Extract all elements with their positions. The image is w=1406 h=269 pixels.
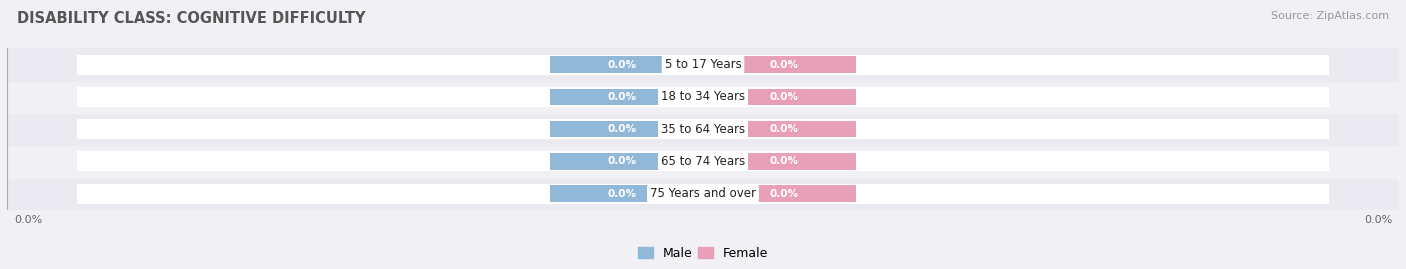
Text: 5 to 17 Years: 5 to 17 Years <box>665 58 741 71</box>
Bar <box>703 153 856 170</box>
Bar <box>76 87 1330 107</box>
Text: 0.0%: 0.0% <box>769 92 799 102</box>
Bar <box>76 55 1330 75</box>
Bar <box>703 56 856 73</box>
Bar <box>550 56 703 73</box>
Text: 0.0%: 0.0% <box>14 215 42 225</box>
Text: 18 to 34 Years: 18 to 34 Years <box>661 90 745 103</box>
Bar <box>550 185 703 202</box>
Text: Source: ZipAtlas.com: Source: ZipAtlas.com <box>1271 11 1389 21</box>
Text: 0.0%: 0.0% <box>769 124 799 134</box>
Bar <box>7 113 1399 145</box>
Text: 75 Years and over: 75 Years and over <box>650 187 756 200</box>
Bar <box>550 121 703 137</box>
Text: 35 to 64 Years: 35 to 64 Years <box>661 123 745 136</box>
Bar <box>76 151 1330 171</box>
Text: 0.0%: 0.0% <box>607 59 637 70</box>
Bar <box>7 81 1399 113</box>
Bar <box>76 184 1330 204</box>
Text: 0.0%: 0.0% <box>1364 215 1392 225</box>
Bar <box>550 153 703 170</box>
Bar <box>703 121 856 137</box>
Text: 0.0%: 0.0% <box>607 124 637 134</box>
Bar <box>703 89 856 105</box>
Text: 0.0%: 0.0% <box>769 59 799 70</box>
Text: 65 to 74 Years: 65 to 74 Years <box>661 155 745 168</box>
Text: DISABILITY CLASS: COGNITIVE DIFFICULTY: DISABILITY CLASS: COGNITIVE DIFFICULTY <box>17 11 366 26</box>
Bar <box>550 89 703 105</box>
Bar <box>703 185 856 202</box>
Text: 0.0%: 0.0% <box>769 189 799 199</box>
Bar <box>7 178 1399 210</box>
Text: 0.0%: 0.0% <box>607 156 637 167</box>
Text: 0.0%: 0.0% <box>607 189 637 199</box>
Bar <box>7 145 1399 178</box>
Legend: Male, Female: Male, Female <box>633 242 773 265</box>
Bar <box>7 48 1399 81</box>
Bar <box>76 119 1330 139</box>
Text: 0.0%: 0.0% <box>769 156 799 167</box>
Text: 0.0%: 0.0% <box>607 92 637 102</box>
